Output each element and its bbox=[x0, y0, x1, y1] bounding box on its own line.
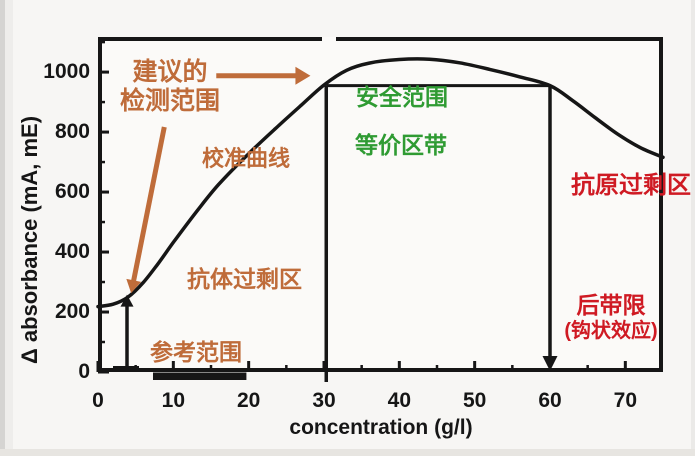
bottom-edge-strip bbox=[0, 449, 695, 456]
x-tick-label: 50 bbox=[462, 389, 487, 412]
label-equivalence-zone: 等价区带 bbox=[355, 132, 447, 158]
label-antigen-excess-zone: 抗原过剩区 bbox=[571, 172, 691, 199]
y-tick-label: 400 bbox=[54, 240, 90, 264]
x-tick-label: 30 bbox=[312, 389, 336, 412]
x-tick-label: 70 bbox=[613, 389, 638, 412]
x-axis-title: concentration (g/l) bbox=[289, 416, 473, 439]
label-antibody-excess-zone: 抗体过剩区 bbox=[187, 266, 302, 292]
x-tick-label: 60 bbox=[538, 389, 562, 412]
x-tick-label: 10 bbox=[161, 389, 186, 412]
y-tick-label: 200 bbox=[54, 300, 90, 324]
y-tick-label: 0 bbox=[78, 360, 90, 383]
x-tick-label: 20 bbox=[236, 389, 261, 412]
left-edge-strip bbox=[0, 0, 13, 456]
y-tick-label: 600 bbox=[54, 180, 90, 204]
label-recommended-line2: 检测范围 bbox=[119, 87, 220, 115]
x-tick-label: 0 bbox=[92, 389, 104, 412]
y-axis-title: Δ absorbance (mA, mE) bbox=[17, 115, 42, 365]
label-hook-line2: (钩状效应) bbox=[564, 320, 658, 342]
label-safe-range: 安全范围 bbox=[356, 84, 448, 110]
label-calibration-curve: 校准曲线 bbox=[202, 146, 291, 171]
x-tick-label: 40 bbox=[387, 389, 412, 412]
label-reference-range: 参考范围 bbox=[150, 339, 242, 365]
label-hook-effect: 后带限 (钩状效应) bbox=[550, 292, 672, 344]
label-recommended-line1: 建议的 bbox=[132, 58, 208, 86]
y-tick-label: 800 bbox=[54, 120, 90, 144]
right-edge-strip bbox=[691, 0, 695, 456]
label-recommended-range: 建议的 检测范围 bbox=[112, 58, 228, 116]
y-tick-label: 1000 bbox=[43, 60, 90, 84]
label-hook-line1: 后带限 bbox=[576, 292, 646, 318]
